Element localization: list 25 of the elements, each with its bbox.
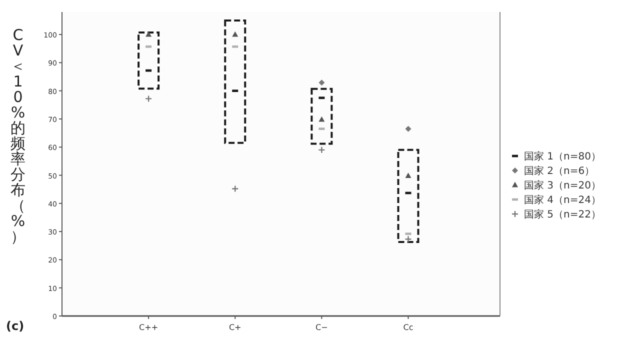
- point: [146, 31, 152, 37]
- bar: [397, 148, 420, 243]
- legend-label: 国家 4（n=24）: [524, 194, 601, 206]
- point: [144, 95, 152, 102]
- legend-label: 国家 5（n=22）: [524, 208, 601, 220]
- point: [318, 80, 325, 86]
- point: [318, 116, 325, 122]
- point: [405, 172, 412, 178]
- text: (c): [6, 319, 24, 333]
- bar: [224, 19, 246, 144]
- point: [404, 236, 412, 243]
- x-tick-label: C++: [139, 323, 158, 332]
- text: CV＜10%的频率分布（%）: [10, 26, 26, 246]
- bar: [310, 88, 333, 145]
- x-tick-label: C+: [228, 323, 242, 332]
- x-tick-label: Cc: [403, 323, 414, 332]
- legend-label: 国家 3（n=20）: [524, 180, 601, 192]
- point: [318, 146, 326, 154]
- point: [405, 126, 412, 132]
- legend-label: 国家 2（n=6）: [524, 165, 595, 177]
- point: [232, 31, 238, 37]
- legend-label: 国家 1（n=80）: [524, 150, 601, 162]
- bar: [138, 32, 160, 90]
- point: [232, 185, 239, 192]
- x-tick-label: C−: [316, 323, 328, 332]
